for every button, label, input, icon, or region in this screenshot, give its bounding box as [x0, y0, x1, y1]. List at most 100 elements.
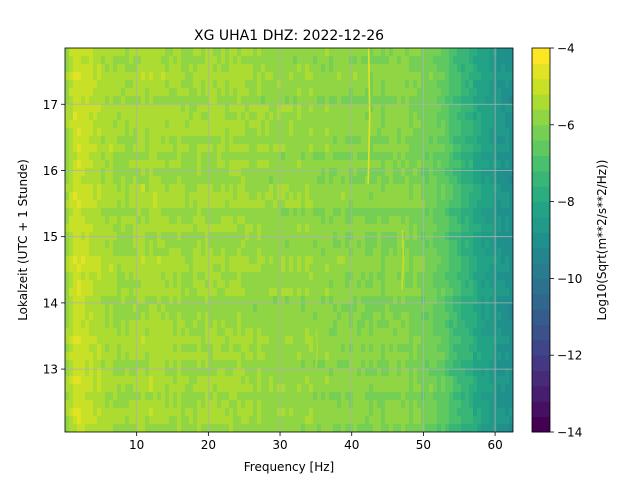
heatmap-column [185, 48, 190, 432]
heatmap-column [397, 48, 402, 432]
heatmap-column [465, 48, 470, 432]
heatmap-column [481, 48, 486, 432]
heatmap-column [469, 48, 474, 432]
y-tick-label: 17 [43, 98, 58, 112]
y-tick-label: 15 [43, 230, 58, 244]
y-tick-label: 14 [43, 296, 58, 310]
x-tick-label: 50 [416, 438, 431, 452]
heatmap-column [221, 48, 226, 432]
x-tick-label: 20 [201, 438, 216, 452]
heatmap-column [273, 48, 278, 432]
heatmap-column [233, 48, 238, 432]
heatmap-column [181, 48, 186, 432]
heatmap-column [229, 48, 234, 432]
heatmap-column [457, 48, 462, 432]
heatmap-column [445, 48, 450, 432]
heatmap-column [201, 48, 206, 432]
heatmap-column [477, 48, 482, 432]
heatmap-column [333, 48, 338, 432]
grid-lines [65, 48, 513, 432]
colorbar-level [532, 170, 550, 187]
colorbar-level [532, 401, 550, 418]
heatmap-column [433, 48, 438, 432]
spectral-line-feature [367, 48, 371, 184]
colorbar-level [532, 247, 550, 264]
colorbar-level [532, 48, 550, 64]
heatmap-column [409, 48, 414, 432]
heatmap-column [257, 48, 262, 432]
heatmap-column [141, 48, 146, 432]
heatmap-column [245, 48, 250, 432]
colorbar-level [532, 324, 550, 341]
colorbar-level [532, 339, 550, 356]
spectral-line-feature [401, 230, 405, 290]
heatmap-column [77, 48, 82, 432]
heatmap-column [285, 48, 290, 432]
colorbar-level [532, 201, 550, 218]
heatmap-column [69, 48, 74, 432]
heatmap-column [473, 48, 478, 432]
heatmap-column [205, 48, 210, 432]
x-tick-label: 10 [129, 438, 144, 452]
heatmap-column [413, 48, 418, 432]
heatmap-column [313, 48, 318, 432]
colorbar-level [532, 278, 550, 295]
heatmap-column [113, 48, 118, 432]
heatmap-column [117, 48, 122, 432]
y-tick-label: 13 [43, 363, 58, 377]
colorbar-tick-label: −12 [557, 349, 582, 363]
heatmap-column [253, 48, 258, 432]
heatmap-column [209, 48, 214, 432]
heatmap-column [225, 48, 230, 432]
heatmap-column [193, 48, 198, 432]
heatmap-column [357, 48, 362, 432]
heatmap-column [237, 48, 242, 432]
heatmap-column [137, 48, 142, 432]
heatmap-column [169, 48, 174, 432]
heatmap-column [281, 48, 286, 432]
heatmap-column [501, 48, 506, 432]
colorbar-level [532, 293, 550, 310]
spectrogram-heatmap [65, 48, 513, 432]
heatmap-column [93, 48, 98, 432]
heatmap-column [129, 48, 134, 432]
colorbar-level [532, 370, 550, 387]
heatmap-column [429, 48, 434, 432]
heatmap-column [125, 48, 130, 432]
colorbar-level [532, 186, 550, 203]
colorbar-tick-label: −4 [557, 42, 575, 56]
heatmap-column [157, 48, 162, 432]
spectral-line-feature [315, 329, 319, 370]
heatmap-column [393, 48, 398, 432]
heatmap-column [461, 48, 466, 432]
heatmap-column [133, 48, 138, 432]
heatmap-column [485, 48, 490, 432]
heatmap-column [425, 48, 430, 432]
heatmap-column [261, 48, 266, 432]
heatmap-column [341, 48, 346, 432]
colorbar-tick-label: −14 [557, 426, 582, 440]
heatmap-column [81, 48, 86, 432]
plot-frame [64, 47, 514, 433]
y-axis-label: Lokalzeit (UTC + 1 Stunde) [16, 159, 30, 321]
heatmap-column [121, 48, 126, 432]
heatmap-column [97, 48, 102, 432]
y-tick-label: 16 [43, 164, 58, 178]
heatmap-column [65, 48, 70, 432]
heatmap-column [505, 48, 510, 432]
colorbar-level [532, 78, 550, 95]
x-tick-label: 40 [344, 438, 359, 452]
colorbar-level [532, 94, 550, 110]
colorbar-level [532, 232, 550, 249]
colorbar-level [532, 63, 550, 80]
heatmap-column [213, 48, 218, 432]
chart-title: XG UHA1 DHZ: 2022-12-26 [194, 28, 384, 44]
x-tick-label: 30 [272, 438, 287, 452]
x-tick-label: 60 [487, 438, 502, 452]
heatmap-column [173, 48, 178, 432]
heatmap-column [161, 48, 166, 432]
heatmap-column [317, 48, 322, 432]
heatmap-column [361, 48, 366, 432]
heatmap-column [353, 48, 358, 432]
heatmap-column [85, 48, 90, 432]
